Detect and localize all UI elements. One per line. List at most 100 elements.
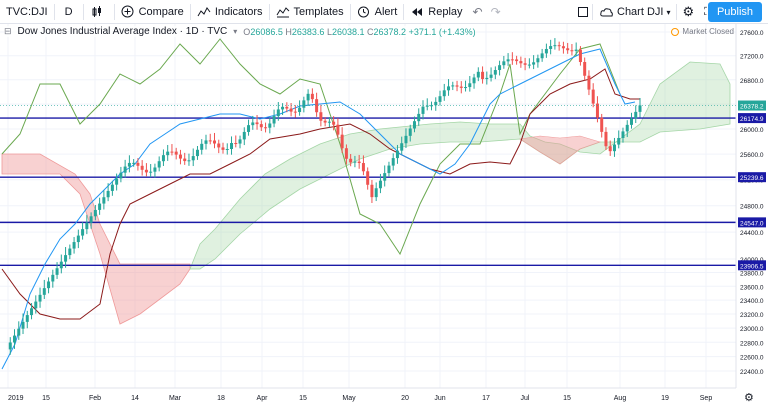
candle-body [451,85,455,87]
templates-button[interactable]: Templates [270,0,350,24]
candle-body [157,161,161,168]
low-label: L [326,26,332,37]
candle-body [17,328,21,336]
ichimoku-cloud-bearish [1,153,191,325]
time-tick-label: Mar [169,395,182,402]
candle-body [523,63,527,65]
candle-body [425,105,429,107]
time-tick-label: Jun [434,395,445,402]
candle-body [357,161,361,164]
candle-body [387,165,391,174]
candle-body [493,70,497,75]
candle-body [230,143,234,149]
candle-body [621,131,625,138]
time-tick-label: Feb [89,395,101,402]
candle-body [68,248,72,256]
price-tick-label: 27200.0 [740,54,764,61]
lagging-span-line [1,38,621,256]
candle-body [370,184,374,198]
candle-body [272,116,276,124]
indicators-icon [197,5,211,19]
alarm-clock-icon [357,5,371,19]
candle-body [144,169,148,173]
candle-body [612,144,616,152]
chart-area[interactable]: 27600.027200.026800.026400.026000.025600… [0,24,768,406]
candle-body [574,49,578,51]
candle-body [336,124,340,135]
divider [592,4,593,20]
layout-button[interactable] [574,0,592,24]
candle-body [127,162,131,167]
candle-body [281,106,285,110]
candle-body [570,50,574,52]
candle-body [85,222,89,230]
candle-body [251,122,255,126]
time-tick-label: 17 [482,395,490,402]
level-label: 23906.5 [740,263,764,270]
candle-body [306,93,310,101]
fullscreen-button[interactable]: ⛶ [699,0,717,24]
compare-button[interactable]: Compare [115,0,190,24]
ichimoku-cloud-bearish [519,135,601,165]
time-tick-label: Aug [614,395,627,402]
time-tick-label: Apr [257,395,269,402]
replay-button[interactable]: Replay [404,0,468,24]
time-tick-label: May [342,395,356,402]
candle-body [93,209,97,217]
price-tick-label: 25600.0 [740,152,764,159]
price-tick-label: 24800.0 [740,204,764,211]
symbol-search[interactable]: TVC:DJI [0,0,54,24]
level-label-bg [738,113,766,124]
candle-body [187,160,191,162]
open-value: 26086.5 [250,26,283,37]
collapse-icon[interactable]: ⊟ [4,26,12,36]
high-label: H [285,26,292,37]
chart-svg[interactable]: 27600.027200.026800.026400.026000.025600… [0,24,768,406]
candle-body [315,99,319,113]
ichimoku-cloud-bullish [189,61,731,270]
candle-body [166,151,170,156]
candle-body [59,261,63,269]
price-tick-label: 22800.0 [740,340,764,347]
level-label: 26174.9 [740,116,764,123]
time-tick-label: 18 [217,395,225,402]
fullscreen-icon: ⛶ [704,6,712,19]
current-price-label: 26378.2 [740,104,764,111]
alert-button[interactable]: Alert [351,0,404,24]
redo-button[interactable]: ↷ [487,0,505,24]
change-value: +371.1 (+1.43%) [408,26,476,37]
candle-body [55,268,59,275]
save-layout-button[interactable]: Chart DJI ▾ [593,0,676,24]
replay-label: Replay [428,5,463,18]
candle-body [417,113,421,122]
cloud-icon [599,5,613,19]
top-toolbar: TVC:DJI D Compare Indicators Templates A… [0,0,768,24]
candle-body [221,147,225,150]
price-tick-label: 26000.0 [740,127,764,134]
candle-body [8,342,12,350]
templates-icon [276,5,290,19]
settings-button[interactable]: ⚙ [677,0,699,24]
chart-settings-gear-icon[interactable]: ⚙ [744,392,754,404]
candle-body [553,45,557,47]
candle-body [247,125,251,132]
candles-icon [90,5,104,19]
indicators-button[interactable]: Indicators [191,0,269,24]
candle-body [89,216,93,223]
candle-body [47,281,51,289]
publish-button[interactable]: Publish [708,2,762,22]
candle-body [472,77,476,84]
chevron-down-icon[interactable]: ▾ [233,27,238,36]
time-tick-label: 14 [131,395,139,402]
candle-body [366,171,370,185]
candle-body [557,45,561,47]
candle-body [378,180,382,189]
time-tick-label: 15 [563,395,571,402]
candle-body [98,203,102,210]
candle-body [123,166,127,173]
interval-button[interactable]: D [55,0,83,24]
undo-button[interactable]: ↶ [469,0,487,24]
chart-style-button[interactable] [84,0,114,24]
candle-body [408,128,412,136]
candle-body [13,335,17,343]
